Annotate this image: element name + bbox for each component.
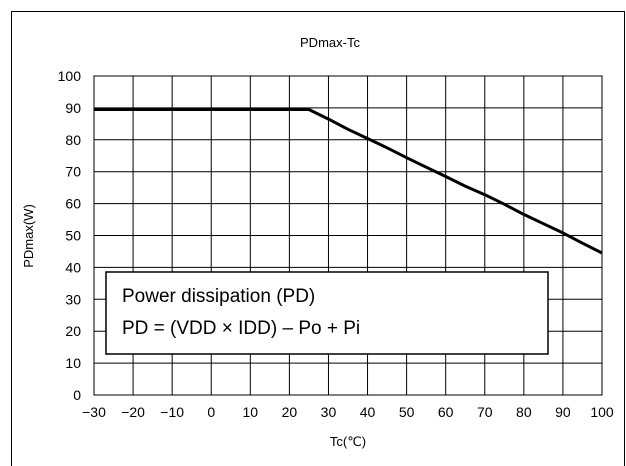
- y-axis-title: PDmax(W): [21, 204, 36, 268]
- x-tick-label: 0: [207, 404, 215, 420]
- x-tick-label: 20: [282, 404, 298, 420]
- y-tick-label: 100: [58, 68, 82, 84]
- y-tick-label: 90: [65, 100, 81, 116]
- plot-area-border: [93, 75, 603, 396]
- x-tick-labels: −30 −20 −10 0 10 20 30 40 50 60 70 80 90 100: [82, 404, 614, 420]
- annotation-line-1: Power dissipation (PD): [122, 286, 315, 307]
- x-tick-label: 100: [590, 404, 614, 420]
- y-tick-label: 20: [65, 323, 81, 339]
- y-tick-label: 70: [65, 164, 81, 180]
- y-tick-labels: 0 10 20 30 40 50 60 70 80 90 100: [58, 68, 82, 403]
- y-tick-label: 10: [65, 355, 81, 371]
- x-tick-label: −30: [82, 404, 106, 420]
- y-tick-label: 60: [65, 196, 81, 212]
- series-layer: [94, 108, 603, 255]
- y-tick-label: 80: [65, 132, 81, 148]
- y-tick-label: 30: [65, 291, 81, 307]
- x-tick-label: 80: [516, 404, 532, 420]
- x-tick-label: 60: [438, 404, 454, 420]
- annotation-line-2: PD = (VDD × IDD) – Po + Pi: [122, 318, 360, 339]
- x-tick-label: −20: [121, 404, 145, 420]
- x-tick-label: 90: [555, 404, 571, 420]
- x-tick-label: −10: [160, 404, 184, 420]
- chart-title: PDmax-Tc: [300, 35, 360, 50]
- x-tick-label: 50: [399, 404, 415, 420]
- y-tick-label: 0: [73, 387, 81, 403]
- x-tick-label: 70: [477, 404, 493, 420]
- series-line: [94, 108, 603, 255]
- y-tick-label: 50: [65, 228, 81, 244]
- x-axis-title: Tc(℃): [330, 434, 366, 449]
- chart-frame: [11, 11, 625, 466]
- x-tick-label: 30: [321, 404, 337, 420]
- x-tick-label: 40: [360, 404, 376, 420]
- x-tick-label: 10: [243, 404, 259, 420]
- y-tick-label: 40: [65, 259, 81, 275]
- annotation-box: [105, 271, 549, 355]
